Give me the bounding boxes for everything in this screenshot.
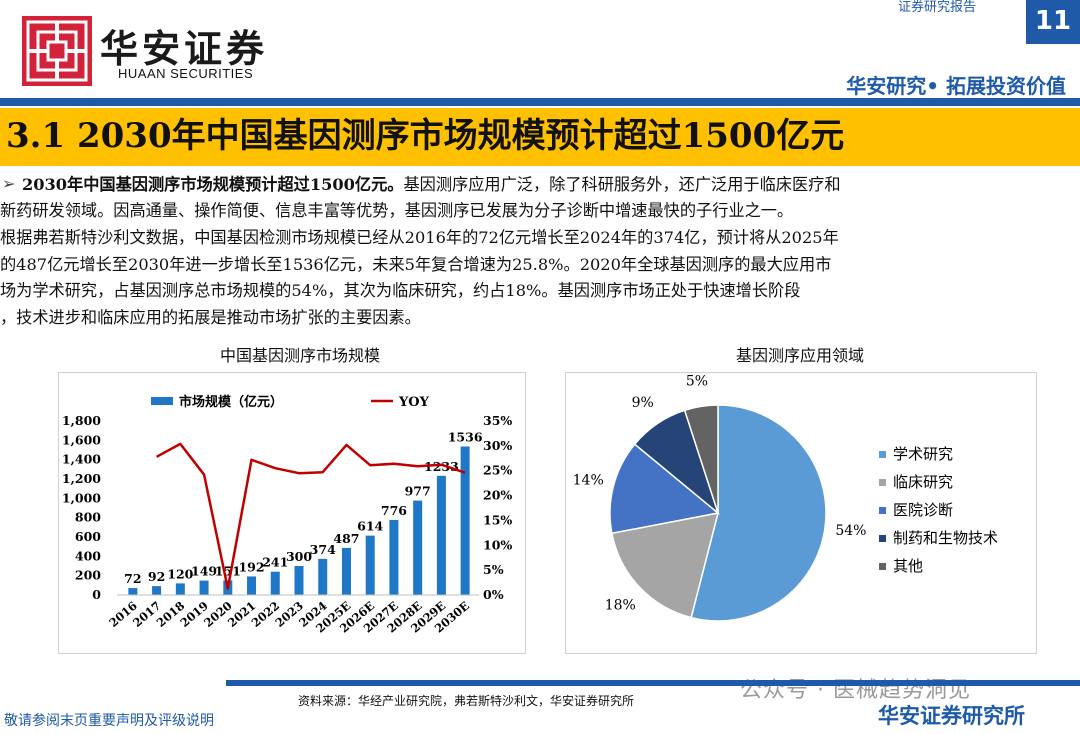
bar-value-label: 776 xyxy=(381,503,407,518)
section-title: 3.1 2030年中国基因测序市场规模预计超过1500亿元 xyxy=(6,116,845,156)
pie-legend-label: 其他 xyxy=(893,557,923,575)
y-right-tick-label: 30% xyxy=(483,438,512,453)
pie-legend-label: 学术研究 xyxy=(893,445,953,463)
pie-legend-swatch xyxy=(879,563,886,570)
pie-legend-swatch xyxy=(879,451,886,458)
bar-value-label: 72 xyxy=(124,571,141,586)
y-right-tick-label: 35% xyxy=(483,413,512,428)
disclaimer-link[interactable]: 敬请参阅末页重要声明及评级说明 xyxy=(4,713,214,729)
pie-value-label: 9% xyxy=(632,395,654,411)
bar-value-label: 487 xyxy=(333,531,359,546)
pie-slice-0 xyxy=(690,404,827,622)
y-left-tick-label: 1,400 xyxy=(62,452,101,467)
legend-bar-label: 市场规模（亿元） xyxy=(179,394,283,410)
bar-2021 xyxy=(247,576,257,595)
bar-2027E xyxy=(389,519,399,595)
pie-value-label: 14% xyxy=(573,473,604,489)
y-left-tick-label: 600 xyxy=(75,529,101,544)
bar-2026E xyxy=(365,535,375,595)
footer-brand: 华安证券研究所 xyxy=(878,704,1025,728)
bar-value-label: 977 xyxy=(405,484,431,499)
y-left-tick-label: 1,800 xyxy=(62,413,101,428)
pie-legend-swatch xyxy=(879,535,886,542)
yoy-series-line xyxy=(156,442,466,590)
brand-name-cn: 华安证券 xyxy=(100,26,269,71)
bar-value-label: 241 xyxy=(262,555,288,570)
body-paragraph-first-line: 2030年中国基因测序市场规模预计超过1500亿元。基因测序应用广泛，除了科研服… xyxy=(22,172,1074,199)
market-size-chart: 市场规模（亿元） YOY 0 200 400 600 800 1,000 1,200 1,400 1… xyxy=(62,394,513,636)
y-right-tick-label: 20% xyxy=(483,488,512,503)
body-lead: 2030年中国基因测序市场规模预计超过1500亿元。 xyxy=(22,175,404,194)
bar-value-label: 614 xyxy=(357,519,383,534)
bar-2018 xyxy=(175,583,185,595)
y-left-tick-label: 1,000 xyxy=(62,490,101,505)
bar-value-label: 300 xyxy=(286,549,312,564)
bar-2023 xyxy=(294,566,304,595)
y-right-tick-label: 10% xyxy=(483,537,512,552)
market-size-chart-frame: 市场规模（亿元） YOY 0 200 400 600 800 1,000 1,200 1,400 1… xyxy=(58,372,526,654)
body-paragraph: 新药研发领域。因高通量、操作简便、信息丰富等优势，基因测序已发展为分子诊断中增速… xyxy=(0,201,839,328)
bar-2016 xyxy=(128,588,138,595)
bullet-arrow-icon: ➢ xyxy=(2,174,16,193)
y-right-tick-label: 15% xyxy=(483,512,512,527)
pie-legend-label: 医院诊断 xyxy=(893,501,953,519)
pie-legend-label: 临床研究 xyxy=(893,473,953,491)
bar-2022 xyxy=(270,571,280,595)
pie-legend-swatch xyxy=(879,507,886,514)
bar-2025E xyxy=(341,547,351,595)
bar-2019 xyxy=(199,580,209,595)
bar-value-label: 149 xyxy=(191,564,217,579)
y-left-tick-label: 1,200 xyxy=(62,471,101,486)
section-title-bar xyxy=(0,108,1080,166)
pie-legend-label: 制药和生物技术 xyxy=(893,529,998,547)
brand-name-en: HUAAN SECURITIES xyxy=(118,66,254,81)
pie-value-label: 5% xyxy=(686,374,708,390)
bar-value-label: 1233 xyxy=(424,459,459,474)
pie-slice-4 xyxy=(683,404,719,514)
page-number: 11 xyxy=(1026,0,1080,44)
bar-2017 xyxy=(152,586,162,595)
y-left-tick-label: 200 xyxy=(75,568,101,583)
bar-2028E xyxy=(413,500,423,595)
bar-2029E xyxy=(436,475,446,595)
bar-2030E xyxy=(460,446,470,595)
bar-value-label: 151 xyxy=(215,563,241,578)
bar-value-label: 120 xyxy=(167,566,193,581)
header-tagline: 华安研究• 拓展投资价值 xyxy=(846,74,1066,98)
header-divider xyxy=(0,98,1080,106)
report-type-label: 证券研究报告 xyxy=(898,0,977,15)
y-left-tick-label: 0 xyxy=(92,587,101,602)
pie-value-label: 54% xyxy=(835,523,866,539)
y-right-tick-label: 25% xyxy=(483,463,512,478)
body-line1-rest: 基因测序应用广泛，除了科研服务外，还广泛用于临床医疗和 xyxy=(403,175,841,194)
legend-line-label: YOY xyxy=(398,395,430,410)
data-source-note: 资料来源：华经产业研究院，弗若斯特沙利文，华安证券研究所 xyxy=(298,694,635,708)
application-pie-title: 基因测序应用领域 xyxy=(735,346,864,365)
bar-value-label: 374 xyxy=(310,542,336,557)
footer-divider xyxy=(226,680,1080,686)
bar-2024 xyxy=(318,558,328,595)
y-left-tick-label: 1,600 xyxy=(62,432,101,447)
bar-value-label: 1536 xyxy=(448,430,483,445)
bar-value-label: 192 xyxy=(238,559,264,574)
y-right-tick-label: 0% xyxy=(483,587,504,602)
y-right-tick-label: 5% xyxy=(483,562,504,577)
y-left-tick-label: 800 xyxy=(75,510,101,525)
pie-legend-swatch xyxy=(879,479,886,486)
application-pie-frame: 54% 18% 14% 9% 5% 学术研究临床研究医院诊断制药和生物技术 其他 xyxy=(565,372,1037,654)
pie-value-label: 18% xyxy=(605,598,636,614)
bar-value-label: 92 xyxy=(148,569,165,584)
huaan-logo-icon xyxy=(22,16,92,86)
y-left-tick-label: 400 xyxy=(75,548,101,563)
market-size-chart-title: 中国基因测序市场规模 xyxy=(219,346,380,365)
pie-slice-1 xyxy=(611,512,720,619)
legend-bar-swatch xyxy=(151,397,173,405)
pie-slice-2 xyxy=(609,443,720,535)
